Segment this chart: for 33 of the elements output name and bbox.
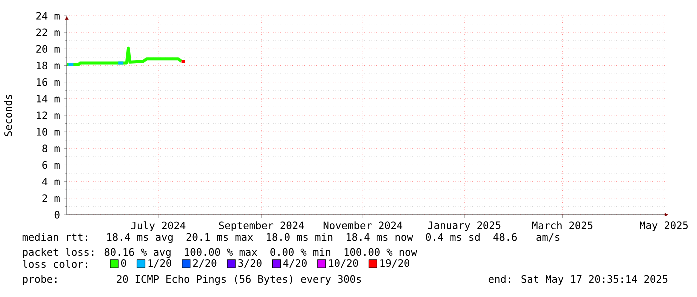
y-tick-label: 8 m (42, 144, 60, 153)
x-tick-label: January 2025 (428, 222, 501, 232)
legend-label: 3/20 (238, 259, 262, 268)
text: probe: 20 ICMP Echo Pings (56 Bytes) every 300s (23, 275, 362, 286)
y-axis-title: Seconds (4, 95, 12, 136)
legend-label: 0 (121, 259, 126, 268)
x-tick-label: November 2024 (324, 222, 403, 230)
text: packet loss: 80.16 % avg 100.00 % max 0.00 % min 100.00 % now (23, 248, 418, 258)
y-tick-label: 4 m (42, 178, 60, 186)
x-tick-label: March 2025 (532, 222, 593, 230)
y-tick-label: 2 m (42, 194, 60, 202)
y-tick-label: 14 m (37, 95, 60, 103)
x-tick-label: July 2024 (131, 222, 186, 232)
legend-label: 10/20 (329, 259, 358, 268)
text: median rtt: 18.4 ms avg 20.1 ms max 18.0 ms min 18.4 ms now 0.4 ms sd 48.6 am/s (22, 233, 560, 244)
line-series (66, 46, 184, 66)
legend-label: 1/20 (148, 259, 172, 268)
y-tick-label: 20 m (36, 45, 60, 54)
x-tick-label: September 2024 (219, 222, 304, 232)
x-tick-label: May 2025 (640, 222, 688, 232)
y-tick-label: 12 m (37, 112, 60, 120)
legend-label: 2/20 (193, 259, 217, 268)
text: end: Sat May 17 20:35:14 2025 (488, 275, 668, 286)
y-tick-label: 6 m (42, 161, 60, 170)
legend-label: 4/20 (284, 259, 307, 268)
y-tick-label: 22 m (36, 28, 60, 36)
y-tick-label: 16 m (37, 78, 60, 86)
y-tick-label: 18 m (37, 62, 60, 70)
text: loss color: (23, 260, 88, 268)
y-tick-label: 10 m (37, 128, 60, 136)
y-tick-label: 24 m (36, 12, 60, 20)
y-tick-label: 0 (54, 211, 60, 219)
legend-label: 19/20 (380, 259, 410, 268)
